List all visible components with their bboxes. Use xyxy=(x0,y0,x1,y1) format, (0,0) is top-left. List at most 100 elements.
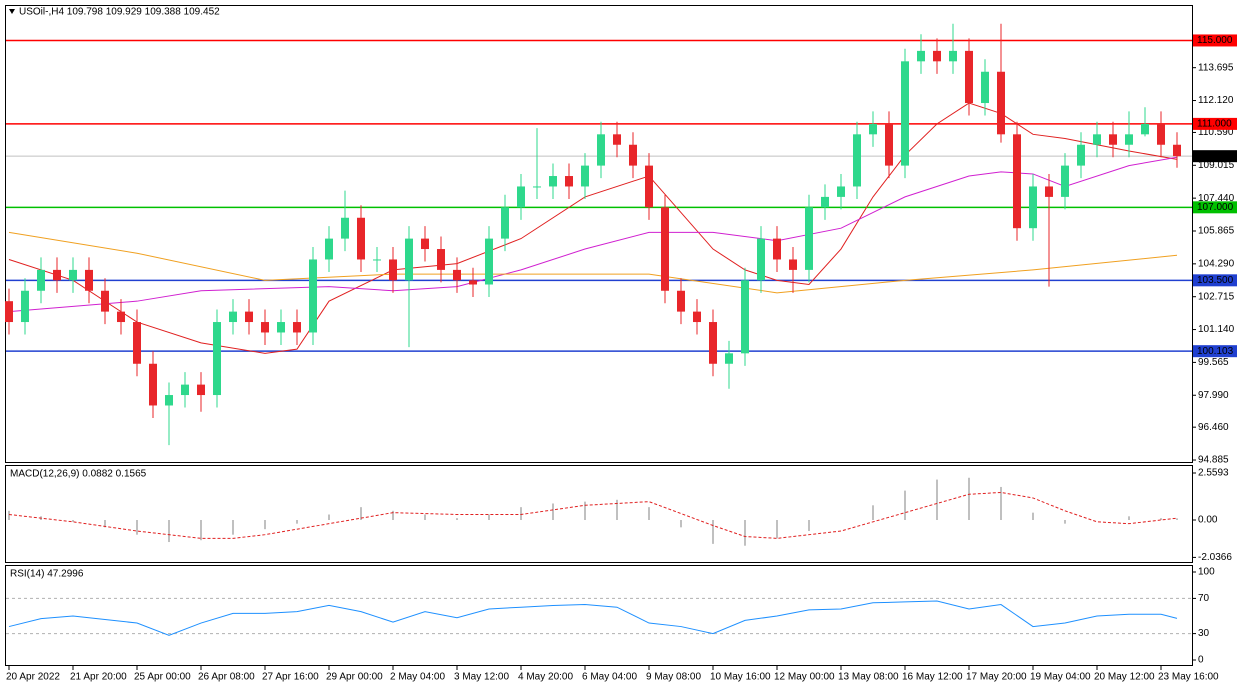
level-label: 111.000 xyxy=(1197,119,1232,130)
candle-body xyxy=(757,238,765,281)
y-tick-label: 102.715 xyxy=(1198,291,1235,302)
y-tick-label: 105.865 xyxy=(1198,226,1235,237)
candle-body xyxy=(405,238,413,281)
candle-body xyxy=(805,207,813,270)
candle-body xyxy=(597,134,605,166)
y-tick-label: 94.885 xyxy=(1198,455,1229,466)
candle-body xyxy=(277,322,285,333)
moving-average xyxy=(8,231,1178,294)
y-tick-label: 107.440 xyxy=(1198,193,1235,204)
candle-body xyxy=(213,322,221,396)
level-label: 103.500 xyxy=(1197,275,1234,286)
y-tick-label: 0.00 xyxy=(1198,515,1218,526)
candle-body xyxy=(853,134,861,187)
candle-body xyxy=(293,322,301,333)
candle-body xyxy=(421,238,429,250)
candle-body xyxy=(661,207,669,291)
candle-body xyxy=(1093,134,1101,145)
y-tick-label: 99.565 xyxy=(1198,357,1229,368)
candle-body xyxy=(261,322,269,333)
y-tick-label: 2.5593 xyxy=(1198,468,1229,479)
candle-body xyxy=(69,269,77,281)
y-tick-label: 30 xyxy=(1198,628,1210,639)
level-tag xyxy=(1193,150,1237,163)
x-tick-label: 17 May 20:00 xyxy=(966,672,1027,683)
candle-body xyxy=(325,238,333,260)
candle-body xyxy=(373,259,381,261)
level-label: 109.452 xyxy=(1197,151,1234,162)
candle-body xyxy=(645,165,653,208)
x-tick-label: 27 Apr 16:00 xyxy=(262,672,319,683)
candle-body xyxy=(197,384,205,396)
x-tick-label: 3 May 12:00 xyxy=(454,672,509,683)
candle-body xyxy=(53,269,61,281)
candle-body xyxy=(693,311,701,323)
menu-arrow[interactable] xyxy=(9,9,15,14)
y-tick-label: 110.590 xyxy=(1198,127,1234,138)
y-tick-label: 104.290 xyxy=(1198,258,1235,269)
candle-body xyxy=(965,50,973,104)
rsi-panel xyxy=(5,565,1193,666)
candle-body xyxy=(709,322,717,364)
candle-body xyxy=(1173,144,1181,157)
candle-body xyxy=(565,176,573,187)
x-tick-label: 16 May 12:00 xyxy=(902,672,963,683)
candle-body xyxy=(37,269,45,291)
y-tick-label: 96.460 xyxy=(1198,422,1229,433)
x-tick-label: 12 May 00:00 xyxy=(774,672,835,683)
candle-body xyxy=(21,290,29,323)
candle-body xyxy=(389,259,397,281)
x-tick-label: 20 Apr 2022 xyxy=(6,672,60,683)
candle-body xyxy=(629,144,637,166)
level-tag xyxy=(1193,274,1237,287)
level-tag xyxy=(1193,201,1237,214)
candle-body xyxy=(981,71,989,104)
candle-body xyxy=(1125,134,1133,145)
candle-body xyxy=(181,384,189,396)
candle-body xyxy=(1045,186,1053,197)
x-tick-label: 4 May 20:00 xyxy=(518,672,573,683)
candle-body xyxy=(1061,165,1069,197)
y-tick-label: 109.015 xyxy=(1198,160,1235,171)
candle-body xyxy=(677,290,685,312)
candle-body xyxy=(229,311,237,323)
level-tag xyxy=(1193,345,1237,358)
candle-body xyxy=(1013,134,1021,229)
macd-signal xyxy=(8,491,1178,539)
candle-body xyxy=(917,50,925,62)
candle-body xyxy=(357,217,365,260)
moving-average xyxy=(8,156,1178,313)
level-label: 100.103 xyxy=(1197,346,1234,357)
x-tick-label: 20 May 12:00 xyxy=(1094,672,1155,683)
candle-body xyxy=(453,269,461,281)
candle-body xyxy=(1141,123,1149,135)
x-tick-label: 9 May 08:00 xyxy=(646,672,701,683)
x-tick-label: 6 May 04:00 xyxy=(582,672,637,683)
candle-body xyxy=(933,50,941,62)
candle-body xyxy=(341,217,349,239)
y-tick-label: 0 xyxy=(1198,655,1204,666)
y-tick-label: 101.140 xyxy=(1198,324,1235,335)
y-tick-label: 97.990 xyxy=(1198,390,1229,401)
chart-title: USOil-,H4 109.798 109.929 109.388 109.45… xyxy=(19,7,220,18)
candle-body xyxy=(309,259,317,333)
candle-body xyxy=(501,207,509,239)
level-label: 107.000 xyxy=(1197,202,1234,213)
candle-body xyxy=(149,363,157,406)
candle-body xyxy=(821,196,829,208)
candle-body xyxy=(245,311,253,323)
candle-body xyxy=(437,249,445,270)
candle-body xyxy=(1109,134,1117,145)
x-tick-label: 10 May 16:00 xyxy=(710,672,771,683)
candle-body xyxy=(165,395,173,406)
x-tick-label: 13 May 08:00 xyxy=(838,672,899,683)
candle-body xyxy=(581,165,589,187)
candle-body xyxy=(613,134,621,145)
candle-body xyxy=(741,280,749,354)
candle-body xyxy=(725,353,733,364)
candle-body xyxy=(485,238,493,285)
candle-body xyxy=(773,238,781,260)
level-label: 115.000 xyxy=(1197,35,1233,46)
